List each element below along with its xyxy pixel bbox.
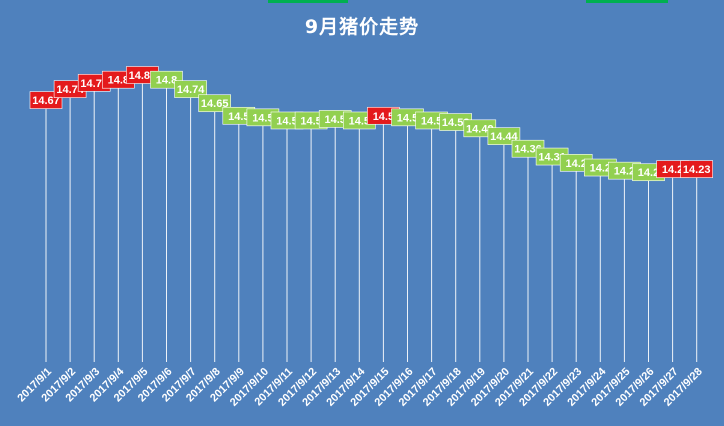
data-label-text: 14.5 [276, 115, 297, 127]
data-label-text: 14.83 [129, 70, 157, 82]
data-label-text: 14.5 [373, 111, 394, 123]
data-label-text: 14.44 [490, 131, 518, 143]
data-label-text: 14.53 [442, 117, 470, 129]
data-label-text: 14.49 [466, 123, 494, 135]
data-label: 14.23 [680, 160, 714, 178]
data-label-text: 14.36 [514, 144, 542, 156]
data-label-text: 14.2 [614, 166, 635, 178]
top-edge-decoration-right [586, 0, 668, 3]
data-label-text: 14.31 [538, 152, 566, 164]
data-label-text: 14.2 [662, 164, 683, 176]
data-label-text: 14.2 [590, 163, 611, 175]
top-edge-decoration-left [268, 0, 348, 3]
data-label-text: 14.5 [228, 111, 249, 123]
data-label-text: 14.5 [300, 115, 321, 127]
data-label-text: 14.74 [177, 84, 205, 96]
chart-title: 9月猪价走势 [304, 16, 420, 38]
data-label-text: 14.5 [397, 112, 418, 124]
data-label-text: 14.65 [201, 98, 229, 110]
data-label-text: 14.8 [156, 75, 177, 87]
data-label-box [174, 80, 207, 98]
data-label-text: 14.67 [32, 95, 60, 107]
data-label: 14.36 [511, 139, 545, 158]
data-label-text: 14.78 [80, 78, 108, 90]
data-label-text: 14.74 [56, 84, 84, 96]
data-label-text: 14.5 [349, 115, 370, 127]
data-label-box [680, 160, 714, 178]
data-label-text: 14.2 [638, 167, 659, 179]
data-label: 14.74 [174, 80, 207, 98]
data-label-text: 14.5 [421, 115, 442, 127]
data-label-text: 14.8 [108, 75, 129, 87]
data-label-text: 14.5 [324, 114, 345, 126]
data-label-text: 14.5 [252, 112, 273, 124]
data-label-text: 14.23 [683, 164, 711, 176]
data-label-text: 14.2 [565, 158, 586, 170]
